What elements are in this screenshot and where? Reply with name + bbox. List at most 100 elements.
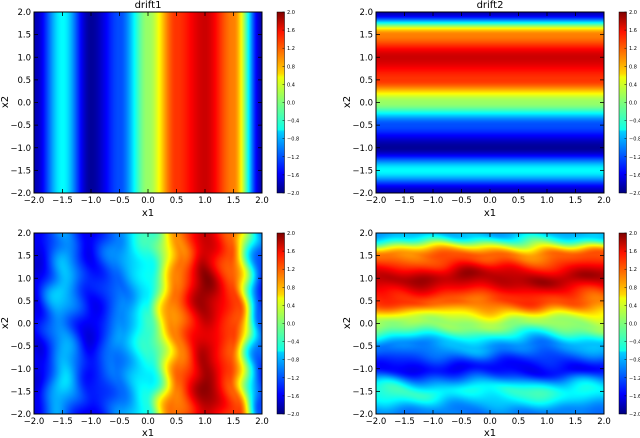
x-ticks: −2.0 −1.5 −1.0 −0.5 0.0 0.5 1.0 1.5 2.0: [24, 233, 269, 427]
x-tick-label: 0.0: [483, 417, 497, 427]
x-tick-label: 2.0: [255, 196, 269, 206]
x-tick-label: 1.5: [227, 417, 241, 427]
x-tick-label: 0.5: [170, 196, 184, 206]
y-ticks: 2.0 1.5 1.0 0.5 0.0 −0.5 −1.0 −1.5 −2.0: [352, 229, 604, 420]
panel-title: drift2: [477, 0, 504, 11]
panel-drift1: drift1 2.0 1.5 1.0 0.5 0.0 −0.5 −1.0 −1.5 −2.0 −…: [0, 0, 299, 219]
colorbar-tick-label: 0.0: [287, 101, 295, 107]
x-tick-label: 0.5: [512, 417, 526, 427]
colorbar-tick-label: 1.6: [629, 28, 637, 34]
x-tick-label: 1.0: [198, 196, 212, 206]
y-tick-label: 0.0: [17, 99, 31, 109]
colorbar-tick-label: 1.2: [287, 46, 295, 52]
x-tick-label: −0.5: [109, 417, 130, 427]
y-tick-label: −1.0: [352, 365, 373, 375]
y-tick-label: −0.5: [10, 121, 31, 131]
y-tick-label: 0.0: [359, 320, 373, 330]
colorbar-tick-label: −0.8: [287, 358, 299, 364]
colorbar-tick-label: 0.8: [629, 285, 637, 291]
y-tick-label: −2.0: [10, 410, 31, 420]
colorbar-tick-label: 0.0: [629, 101, 637, 107]
colorbar-tick-label: −0.4: [629, 119, 640, 125]
y-tick-label: 1.0: [359, 53, 373, 63]
heatmap-image: [34, 12, 262, 193]
heatmap-image: [376, 233, 604, 414]
y-ticks: 2.0 1.5 1.0 0.5 0.0 −0.5 −1.0 −1.5 −2.0: [352, 8, 604, 199]
y-tick-label: −1.5: [10, 166, 31, 176]
colorbar-tick-label: −0.8: [629, 137, 640, 143]
colorbar-ticks: 2.0 1.6 1.2 0.8 0.4 0.0 −0.4 −0.8 −1.2 −1.6 −2.0: [282, 231, 299, 418]
x-tick-label: −1.5: [52, 417, 73, 427]
x-tick-label: 0.0: [483, 196, 497, 206]
colorbar-tick-label: 1.2: [629, 267, 637, 273]
panel-bottom-left: 2.0 1.5 1.0 0.5 0.0 −0.5 −1.0 −1.5 −2.0 −2.0 −1.5…: [0, 229, 299, 438]
heatmap-canvas-wrap: [34, 233, 262, 414]
x-tick-label: −1.0: [81, 417, 102, 427]
colorbar-tick-label: 0.8: [287, 285, 295, 291]
x-tick-label: −2.0: [24, 417, 45, 427]
x-tick-label: −2.0: [366, 196, 387, 206]
y-tick-label: 1.0: [359, 274, 373, 284]
y-tick-label: 0.5: [17, 297, 31, 307]
x-axis-label: x1: [484, 208, 496, 219]
x-tick-label: 1.5: [569, 417, 583, 427]
heatmap-canvas-wrap: [376, 233, 604, 414]
x-tick-label: 1.5: [569, 196, 583, 206]
y-tick-label: −1.5: [10, 387, 31, 397]
y-tick-label: 0.5: [359, 76, 373, 86]
colorbar-tick-label: 0.0: [629, 322, 637, 328]
colorbar-tick-label: 0.4: [629, 82, 637, 88]
colorbar-tick-label: −1.6: [629, 173, 640, 179]
colorbar-tick-label: 0.8: [287, 64, 295, 70]
heatmap-canvas-wrap: [34, 12, 262, 193]
y-tick-label: 0.5: [359, 297, 373, 307]
x-tick-label: 1.5: [227, 196, 241, 206]
colorbar-tick-label: −1.2: [287, 155, 299, 161]
colorbar-tick-label: 1.6: [287, 28, 295, 34]
colorbar-tick-label: 1.6: [629, 249, 637, 255]
x-axis-label: x1: [142, 208, 154, 219]
y-tick-label: −2.0: [352, 189, 373, 199]
colorbar-tick-label: 1.2: [287, 267, 295, 273]
x-tick-label: 0.0: [141, 196, 155, 206]
y-tick-label: 0.0: [17, 320, 31, 330]
y-tick-label: 2.0: [17, 8, 31, 18]
y-tick-label: −1.0: [10, 144, 31, 154]
y-tick-label: −1.5: [352, 387, 373, 397]
y-tick-label: 2.0: [17, 229, 31, 239]
panel-drift2: drift2 2.0 1.5 1.0 0.5 0.0 −0.5 −1.0 −1.5 −2.0 −…: [342, 0, 640, 219]
y-axis-label: x2: [342, 96, 353, 108]
y-axis-label: x2: [342, 317, 353, 329]
colorbar-tick-label: −0.4: [287, 340, 299, 346]
colorbar-tick-label: −2.0: [629, 191, 640, 197]
x-tick-label: 0.5: [512, 196, 526, 206]
y-tick-label: −2.0: [352, 410, 373, 420]
colorbar-tick-label: 2.0: [287, 10, 295, 16]
y-tick-label: 2.0: [359, 229, 373, 239]
y-tick-label: 0.5: [17, 76, 31, 86]
y-tick-label: 1.5: [17, 252, 31, 262]
colorbar-tick-label: −1.6: [287, 394, 299, 400]
x-tick-label: −1.0: [423, 196, 444, 206]
colorbar-tick-label: 2.0: [629, 231, 637, 237]
y-axis-label: x2: [0, 317, 11, 329]
y-tick-label: −0.5: [10, 342, 31, 352]
colorbar-tick-label: −0.8: [629, 358, 640, 364]
x-tick-label: 1.0: [198, 417, 212, 427]
y-tick-label: −1.5: [352, 166, 373, 176]
x-tick-label: −1.0: [81, 196, 102, 206]
colorbar-ticks: 2.0 1.6 1.2 0.8 0.4 0.0 −0.4 −0.8 −1.2 −1.6 −2.0: [624, 231, 640, 418]
colorbar-tick-label: 1.2: [629, 46, 637, 52]
y-tick-label: −1.0: [352, 144, 373, 154]
colorbar-tick-label: 0.4: [629, 303, 637, 309]
x-tick-label: 1.0: [540, 196, 554, 206]
x-tick-label: 2.0: [597, 196, 611, 206]
y-tick-label: 0.0: [359, 99, 373, 109]
y-tick-label: 1.0: [17, 274, 31, 284]
x-tick-label: −1.5: [394, 417, 415, 427]
colorbar-tick-label: −1.6: [287, 173, 299, 179]
colorbar-tick-label: 0.0: [287, 322, 295, 328]
x-axis-label: x1: [142, 428, 154, 438]
x-tick-label: −0.5: [451, 196, 472, 206]
panel-bottom-right: 2.0 1.5 1.0 0.5 0.0 −0.5 −1.0 −1.5 −2.0 −2.0 −1.5…: [342, 229, 640, 438]
